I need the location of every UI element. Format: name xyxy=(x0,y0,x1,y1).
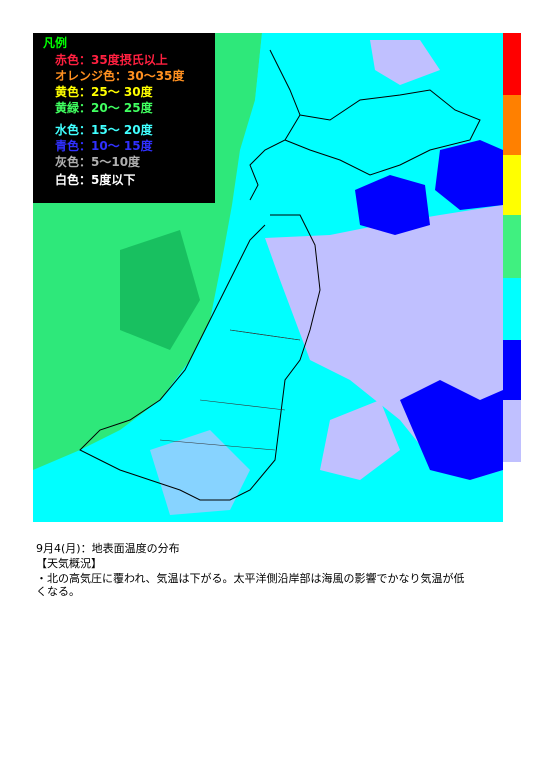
legend-item: 白色：5度以下 xyxy=(55,173,136,187)
color-scale-red xyxy=(503,33,521,95)
cloud-patch xyxy=(370,40,440,85)
color-scale-cyan xyxy=(503,278,521,340)
cold-patch xyxy=(435,140,503,210)
color-scale-lightgreen xyxy=(503,215,521,278)
caption: 9月4(月)：地表面温度の分布 xyxy=(36,542,180,555)
legend: 凡例 赤色：35度摂氏以上 オレンジ色：30～35度 黄色：25～ 30度 黄緑… xyxy=(33,33,215,203)
prefecture-border xyxy=(199,399,286,411)
cloud-patch xyxy=(150,430,250,515)
color-scale-orange xyxy=(503,95,521,155)
color-scale-yellow xyxy=(503,155,521,215)
cold-patch xyxy=(400,380,503,480)
legend-item: オレンジ色：30～35度 xyxy=(55,69,185,83)
sea-area xyxy=(250,33,340,150)
body-line: くなる。 xyxy=(36,585,80,598)
legend-item: 灰色：5～10度 xyxy=(55,155,141,169)
coastline xyxy=(79,214,321,501)
cold-patch xyxy=(355,175,430,235)
color-scale-blue xyxy=(503,340,521,400)
prefecture-border xyxy=(229,329,301,341)
dark-green-patch xyxy=(120,230,200,350)
coastline xyxy=(284,89,481,176)
color-scale-lavender xyxy=(503,400,521,462)
legend-item: 黄緑：20～ 25度 xyxy=(55,101,153,115)
legend-item: 青色：10～ 15度 xyxy=(55,139,153,153)
legend-title: 凡例 xyxy=(43,36,68,50)
coastline xyxy=(249,49,301,201)
legend-item: 赤色：35度摂氏以上 xyxy=(55,53,168,67)
prefecture-border xyxy=(159,439,276,451)
body-line: ・北の高気圧に覆われ、気温は下がる。太平洋側沿岸部は海風の影響でかなり気温が低 xyxy=(36,572,465,585)
legend-item: 水色：15～ 20度 xyxy=(55,123,153,137)
cloud-patch xyxy=(320,400,400,480)
legend-item: 黄色：25～ 30度 xyxy=(55,85,153,99)
section-heading: 【天気概況】 xyxy=(36,557,102,570)
